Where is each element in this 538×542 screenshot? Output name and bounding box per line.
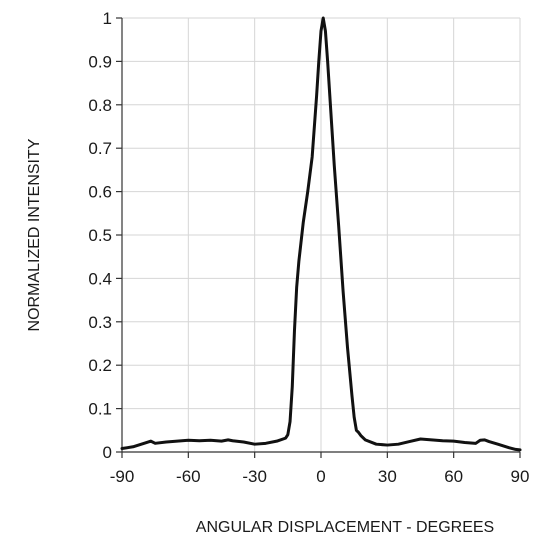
y-axis-title: NORMALIZED INTENSITY — [26, 138, 43, 331]
y-tick-label: 0.7 — [88, 139, 112, 158]
x-tick-label: -30 — [242, 467, 267, 486]
y-tick-label: 0.5 — [88, 226, 112, 245]
series-layer — [120, 16, 522, 452]
x-tick-label: -60 — [176, 467, 201, 486]
series-line — [120, 16, 522, 452]
y-tick-labels: 0 0.1 0.2 0.3 0.4 0.5 0.6 0.7 0.8 0.9 1 — [88, 9, 112, 462]
y-tick-label: 1 — [103, 9, 112, 28]
x-tick-label: 60 — [444, 467, 463, 486]
y-tick-label: 0.2 — [88, 356, 112, 375]
x-axis-title: ANGULAR DISPLACEMENT - DEGREES — [196, 519, 494, 536]
x-tick-label: 30 — [378, 467, 397, 486]
axes — [116, 17, 521, 458]
x-tick-label: 90 — [511, 467, 530, 486]
y-tick-label: 0.9 — [88, 52, 112, 71]
x-tick-label: 0 — [316, 467, 325, 486]
x-tick-labels: -90 -60 -30 0 30 60 90 — [110, 467, 530, 486]
y-tick-label: 0.1 — [88, 400, 112, 419]
y-tick-label: 0 — [103, 443, 112, 462]
y-tick-label: 0.6 — [88, 183, 112, 202]
y-tick-label: 0.8 — [88, 96, 112, 115]
x-tick-label: -90 — [110, 467, 135, 486]
y-tick-label: 0.3 — [88, 313, 112, 332]
grid — [122, 17, 521, 452]
y-tick-label: 0.4 — [88, 269, 112, 288]
